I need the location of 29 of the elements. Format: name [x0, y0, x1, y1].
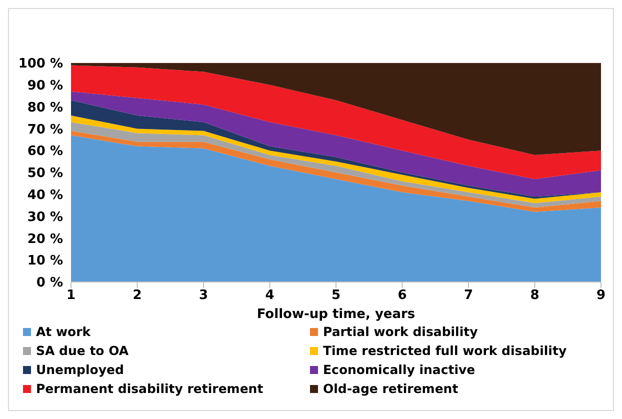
- x-tick-label: 5: [331, 288, 341, 304]
- legend-label: Permanent disability retirement: [36, 381, 264, 396]
- y-tick-label: 20 %: [27, 232, 63, 247]
- x-tick-label: 6: [398, 288, 407, 304]
- legend-label: Time restricted full work disability: [323, 343, 567, 358]
- y-tick-label: 10 %: [27, 254, 63, 269]
- x-tick-label: 3: [198, 288, 208, 304]
- legend-label: SA due to OA: [36, 343, 129, 358]
- x-tick-label: 8: [530, 288, 540, 304]
- legend-label: Partial work disability: [323, 324, 478, 339]
- legend-label: Unemployed: [36, 362, 124, 377]
- x-tick-label: 7: [464, 288, 474, 304]
- y-tick-label: 100 %: [18, 56, 63, 72]
- x-tick-label: 1: [66, 288, 76, 304]
- y-tick-label: 80 %: [27, 100, 63, 116]
- x-axis-title: Follow-up time, years: [256, 307, 416, 322]
- y-tick-label: 0 %: [36, 276, 63, 291]
- legend-label: Old-age retirement: [323, 381, 458, 396]
- x-tick-label: 9: [596, 288, 606, 304]
- y-tick-label: 30 %: [27, 210, 63, 225]
- y-tick-label: 90 %: [27, 78, 63, 94]
- x-tick-label: 2: [132, 288, 142, 304]
- y-tick-label: 50 %: [27, 166, 63, 182]
- y-tick-label: 70 %: [27, 122, 63, 138]
- y-tick-label: 60 %: [27, 144, 63, 160]
- legend-label: Economically inactive: [323, 362, 476, 377]
- legend-label: At work: [36, 324, 91, 339]
- y-tick-label: 40 %: [27, 188, 63, 204]
- x-tick-label: 4: [265, 288, 274, 304]
